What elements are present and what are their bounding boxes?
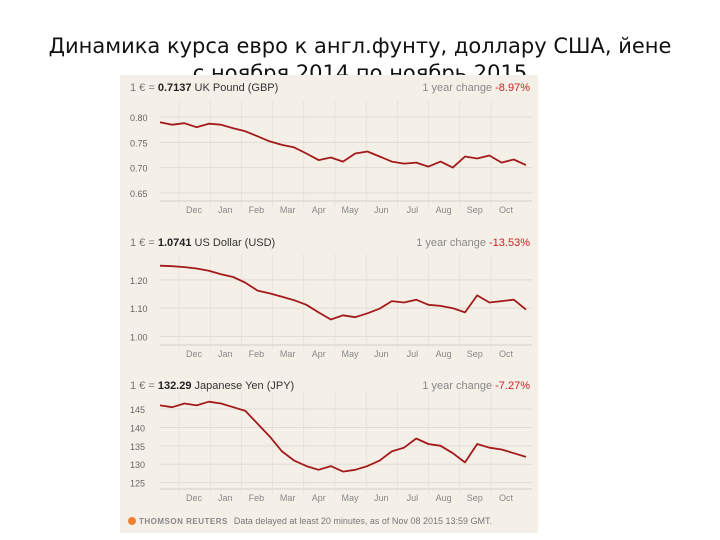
change-label: 1 year change xyxy=(416,237,489,249)
change-value: -13.53% xyxy=(489,237,530,249)
x-tick-label: Feb xyxy=(249,349,265,359)
x-tick-label: Jan xyxy=(218,205,233,215)
y-tick-label: 140 xyxy=(130,423,145,433)
x-tick-label: Jul xyxy=(407,349,419,359)
x-tick-label: Jun xyxy=(374,205,389,215)
x-tick-label: Jun xyxy=(374,493,389,503)
series-line-2 xyxy=(159,264,527,321)
currency-name: Japanese Yen (JPY) xyxy=(191,380,294,392)
x-tick-label: May xyxy=(341,349,359,359)
x-tick-label: Dec xyxy=(186,205,203,215)
panel-header-1: 1 € = 0.7137 UK Pound (GBP) xyxy=(130,82,278,94)
series-line-1 xyxy=(159,121,527,169)
y-tick-label: 145 xyxy=(130,405,145,415)
y-tick-label: 130 xyxy=(130,460,145,470)
rate-prefix: 1 € = xyxy=(130,82,158,94)
x-tick-label: Jan xyxy=(218,349,233,359)
currency-name: US Dollar (USD) xyxy=(191,237,275,249)
x-tick-label: Aug xyxy=(436,493,452,503)
change-text-2: 1 year change -13.53% xyxy=(416,237,530,249)
x-tick-label: Oct xyxy=(499,205,514,215)
change-label: 1 year change xyxy=(422,82,495,94)
y-tick-label: 1.20 xyxy=(130,276,148,286)
x-tick-label: Feb xyxy=(249,205,265,215)
change-value: -7.27% xyxy=(495,380,530,392)
x-tick-label: Apr xyxy=(312,349,326,359)
x-tick-label: Apr xyxy=(312,205,326,215)
change-label: 1 year change xyxy=(422,380,495,392)
rate-value: 132.29 xyxy=(158,380,192,392)
source-label: THOMSON REUTERS xyxy=(139,516,228,526)
data-delay-note: Data delayed at least 20 minutes, as of … xyxy=(233,516,492,526)
x-tick-label: Mar xyxy=(280,493,296,503)
x-tick-label: Aug xyxy=(436,205,452,215)
rate-prefix: 1 € = xyxy=(130,380,158,392)
y-tick-label: 0.70 xyxy=(130,164,148,174)
y-tick-label: 0.80 xyxy=(130,113,148,123)
x-tick-label: Aug xyxy=(436,349,452,359)
y-tick-label: 135 xyxy=(130,442,145,452)
x-tick-label: Oct xyxy=(499,349,514,359)
x-tick-label: Sep xyxy=(467,493,483,503)
panel-header-2: 1 € = 1.0741 US Dollar (USD) xyxy=(130,237,275,249)
exchange-rate-figure: 1 € = 0.7137 UK Pound (GBP) 1 year change… xyxy=(120,75,538,533)
x-tick-label: Dec xyxy=(186,493,203,503)
reuters-logo-icon xyxy=(128,517,136,525)
panel-header-3: 1 € = 132.29 Japanese Yen (JPY) xyxy=(130,380,294,392)
change-text-1: 1 year change -8.97% xyxy=(422,82,530,94)
thomson-reuters-logo: THOMSON REUTERS xyxy=(128,517,228,526)
x-tick-label: Mar xyxy=(280,205,296,215)
x-tick-label: Sep xyxy=(467,205,483,215)
x-tick-label: May xyxy=(341,205,359,215)
exchange-rate-charts: 1 € = 0.7137 UK Pound (GBP) 1 year change… xyxy=(130,82,532,503)
series-line-3 xyxy=(159,400,527,473)
rate-value: 0.7137 xyxy=(158,82,192,94)
change-value: -8.97% xyxy=(495,82,530,94)
currency-name: UK Pound (GBP) xyxy=(191,82,278,94)
x-tick-label: Feb xyxy=(249,493,265,503)
x-tick-label: May xyxy=(341,493,359,503)
x-tick-label: Jan xyxy=(218,493,233,503)
x-tick-label: Jul xyxy=(407,205,419,215)
y-tick-label: 0.75 xyxy=(130,138,148,148)
slide-title: Динамика курса евро к англ.фунту, доллар… xyxy=(0,33,720,87)
title-line-1: Динамика курса евро к англ.фунту, доллар… xyxy=(48,34,672,58)
rate-prefix: 1 € = xyxy=(130,237,158,249)
x-tick-label: Jul xyxy=(407,493,419,503)
y-tick-label: 1.00 xyxy=(130,333,148,343)
y-tick-label: 1.10 xyxy=(130,304,148,314)
x-tick-label: Mar xyxy=(280,349,296,359)
y-tick-label: 0.65 xyxy=(130,189,148,199)
x-tick-label: Jun xyxy=(374,349,389,359)
x-tick-label: Dec xyxy=(186,349,203,359)
change-text-3: 1 year change -7.27% xyxy=(422,380,530,392)
x-tick-label: Oct xyxy=(499,493,514,503)
x-tick-label: Sep xyxy=(467,349,483,359)
rate-value: 1.0741 xyxy=(158,237,192,249)
x-tick-label: Apr xyxy=(312,493,326,503)
chart-footer: THOMSON REUTERS Data delayed at least 20… xyxy=(128,516,492,526)
y-tick-label: 125 xyxy=(130,479,145,489)
